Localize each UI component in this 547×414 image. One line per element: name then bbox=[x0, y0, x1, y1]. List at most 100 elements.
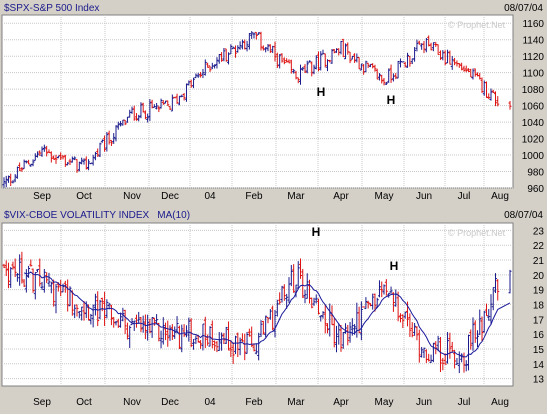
price-bar bbox=[420, 346, 424, 358]
price-bar bbox=[224, 48, 228, 62]
price-bar bbox=[56, 155, 60, 159]
price-bar bbox=[180, 94, 184, 98]
price-bar bbox=[450, 55, 454, 70]
price-bar bbox=[476, 330, 479, 348]
price-bar bbox=[436, 335, 440, 352]
price-bar bbox=[166, 100, 170, 106]
price-bar bbox=[52, 155, 56, 160]
price-bar bbox=[296, 77, 300, 84]
price-bar bbox=[382, 284, 386, 295]
x-tick-label: Dec bbox=[161, 191, 179, 202]
price-bar bbox=[480, 77, 484, 93]
spx-plot-area bbox=[1, 14, 514, 189]
price-bar bbox=[45, 272, 49, 283]
vix-y-axis: 23 22 21 20 19 18 17 16 15 14 13 bbox=[533, 226, 545, 385]
price-bar bbox=[480, 316, 484, 341]
price-bar bbox=[139, 316, 143, 333]
price-bar bbox=[482, 310, 486, 333]
price-bar bbox=[366, 300, 370, 309]
price-bar bbox=[301, 268, 305, 298]
x-tick-label: Feb bbox=[245, 191, 263, 202]
price-bar bbox=[508, 269, 512, 294]
x-tick-label: Dec bbox=[161, 397, 179, 408]
price-bar bbox=[27, 265, 31, 278]
price-bar bbox=[359, 63, 363, 71]
price-bar bbox=[114, 321, 118, 326]
y-tick-label: 1020 bbox=[522, 135, 545, 146]
price-bar bbox=[13, 174, 17, 183]
price-bar bbox=[389, 286, 393, 294]
x-tick-label: Feb bbox=[245, 397, 263, 408]
spx-price-bars bbox=[2, 31, 512, 188]
price-bar bbox=[446, 49, 450, 64]
price-bar bbox=[61, 283, 65, 293]
vix-x-axis: Sep Oct Nov Dec 04 Feb Mar Apr May Jun Jul Aug bbox=[33, 397, 509, 408]
price-bar bbox=[438, 336, 442, 373]
y-tick-label: 960 bbox=[527, 184, 544, 195]
price-bar bbox=[443, 50, 447, 66]
price-bar bbox=[296, 261, 300, 289]
price-bar bbox=[203, 316, 207, 349]
price-bar bbox=[80, 157, 84, 165]
price-bar bbox=[424, 38, 428, 53]
price-bar bbox=[275, 52, 279, 69]
price-bar bbox=[366, 62, 370, 69]
price-bar bbox=[233, 335, 237, 355]
price-bar bbox=[254, 343, 258, 355]
price-bar bbox=[175, 316, 179, 334]
price-bar bbox=[344, 43, 348, 60]
price-bar bbox=[109, 139, 113, 146]
price-bar bbox=[38, 258, 42, 287]
x-tick-label: Mar bbox=[287, 397, 305, 408]
price-bar bbox=[27, 159, 31, 165]
price-bar bbox=[344, 323, 348, 334]
price-bar bbox=[66, 162, 70, 166]
price-bar bbox=[184, 325, 188, 338]
price-bar bbox=[467, 334, 470, 371]
x-tick-label: Jul bbox=[458, 191, 471, 202]
price-bar bbox=[387, 68, 391, 83]
price-bar bbox=[123, 309, 127, 335]
price-bar bbox=[49, 281, 53, 294]
price-bar bbox=[389, 64, 393, 83]
price-bar bbox=[398, 313, 402, 323]
price-bar bbox=[107, 130, 111, 145]
price-bar bbox=[175, 93, 179, 104]
price-bar bbox=[137, 311, 141, 324]
y-tick-label: 13 bbox=[533, 375, 545, 386]
price-bar bbox=[227, 321, 231, 351]
price-bar bbox=[152, 104, 156, 108]
price-bar bbox=[317, 51, 320, 72]
price-bar bbox=[24, 269, 28, 293]
price-bar bbox=[40, 146, 44, 157]
price-bar bbox=[231, 46, 235, 50]
vix-title: $VIX-CBOE VOLATILITY INDEX MA(10) bbox=[4, 210, 190, 221]
price-bar bbox=[159, 330, 163, 349]
price-bar bbox=[157, 105, 161, 113]
price-bar bbox=[487, 309, 491, 321]
price-bar bbox=[119, 121, 123, 127]
price-bar bbox=[146, 113, 150, 123]
price-bar bbox=[362, 306, 366, 308]
price-bar bbox=[332, 318, 336, 348]
y-tick-label: 1140 bbox=[522, 36, 544, 47]
price-bar bbox=[326, 323, 329, 334]
price-bar bbox=[199, 71, 203, 78]
price-bar bbox=[254, 31, 258, 40]
vix-watermark: © Prophet.Net bbox=[448, 228, 506, 238]
price-bar bbox=[220, 52, 224, 62]
price-bar bbox=[6, 175, 10, 183]
price-bar bbox=[357, 56, 361, 70]
price-bar bbox=[410, 322, 414, 338]
price-bar bbox=[292, 68, 296, 74]
price-bar bbox=[285, 293, 289, 309]
price-bar bbox=[280, 53, 284, 63]
price-bar bbox=[415, 326, 419, 341]
price-bar bbox=[137, 114, 141, 122]
price-bar bbox=[82, 158, 86, 165]
price-bar bbox=[177, 325, 181, 350]
price-bar bbox=[80, 306, 84, 321]
price-bar bbox=[70, 156, 74, 163]
price-bar bbox=[161, 317, 165, 345]
price-bar bbox=[73, 156, 77, 161]
